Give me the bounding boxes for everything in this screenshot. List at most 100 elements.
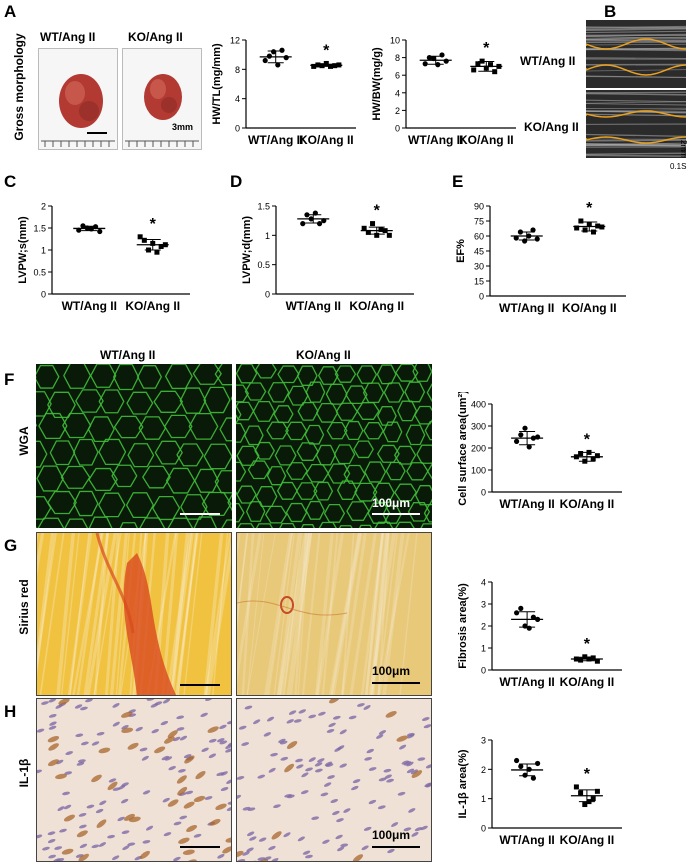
nucleus	[95, 808, 104, 814]
data-point	[535, 616, 541, 622]
cell-membrane	[267, 382, 290, 403]
cell-membrane	[36, 364, 60, 389]
muscle-fiber	[246, 533, 276, 695]
nucleus	[179, 735, 188, 741]
cell-membrane	[252, 400, 276, 422]
cell-membrane	[393, 445, 417, 465]
nucleus	[280, 756, 289, 761]
muscle-fiber	[169, 533, 194, 695]
muscle-fiber	[382, 533, 405, 695]
nucleus	[48, 713, 57, 718]
echo-texture	[586, 152, 686, 156]
y-tick-label: 200	[471, 444, 486, 454]
il1b-positive-stain	[127, 742, 139, 750]
wga-scale-bar-wt	[180, 513, 220, 515]
nucleus	[226, 720, 231, 725]
nucleus	[335, 834, 343, 840]
nucleus	[387, 848, 395, 854]
cell-membrane	[214, 364, 232, 386]
nucleus	[142, 840, 151, 844]
echo-texture	[586, 43, 686, 46]
nucleus	[384, 774, 392, 779]
nucleus	[160, 720, 169, 726]
cell-membrane	[236, 364, 258, 384]
nucleus	[77, 759, 86, 763]
nucleus	[183, 754, 192, 759]
data-point	[513, 235, 519, 241]
nucleus	[268, 767, 276, 773]
nucleus	[139, 747, 148, 752]
data-point	[522, 623, 528, 629]
sirius-background	[237, 533, 431, 695]
y-axis-label: HW/BW(mg/g)	[371, 47, 383, 121]
nucleus	[117, 816, 125, 822]
il1b-positive-stain	[61, 848, 74, 855]
cell-membrane	[125, 492, 155, 519]
nucleus	[57, 806, 65, 811]
cell-membrane	[372, 482, 395, 504]
nucleus	[220, 787, 229, 792]
data-point	[573, 656, 579, 662]
il1b-scale-label: 100μm	[372, 828, 411, 842]
echo-scale-horizontal: 0.1S	[670, 162, 687, 171]
cell-membrane	[343, 420, 364, 441]
cell-membrane	[363, 422, 384, 440]
nucleus	[423, 724, 431, 729]
data-point	[535, 434, 541, 440]
cell-membrane	[164, 364, 193, 390]
echo-texture	[586, 36, 686, 39]
data-point	[137, 234, 143, 240]
muscle-fiber	[297, 533, 310, 695]
cell-membrane	[126, 391, 154, 415]
x-category-label: WT/Ang II	[408, 133, 463, 147]
echo-texture	[586, 142, 686, 146]
echo-ko-label: KO/Ang II	[524, 120, 579, 134]
nucleus	[146, 699, 155, 701]
nucleus	[79, 824, 87, 829]
cell-membrane	[139, 517, 166, 528]
data-point	[526, 233, 532, 239]
nucleus	[377, 805, 386, 810]
cell-membrane	[194, 468, 220, 493]
muscle-fiber	[286, 533, 313, 695]
data-point	[271, 49, 277, 55]
y-axis-label: IL-1β area(%)	[457, 749, 469, 818]
data-point	[422, 61, 428, 67]
histology-col-ko: KO/Ang II	[296, 348, 351, 362]
y-tick-label: 0	[481, 666, 486, 676]
cell-membrane	[236, 485, 257, 504]
cell-membrane	[376, 444, 400, 463]
nucleus	[154, 701, 163, 706]
il1b-positive-stain	[396, 735, 408, 742]
y-tick-label: 4	[481, 578, 486, 588]
cell-membrane	[203, 443, 232, 470]
nucleus	[322, 839, 330, 844]
cell-membrane	[98, 438, 127, 466]
x-category-label: WT/Ang II	[499, 675, 554, 689]
data-point	[336, 62, 342, 68]
data-point	[522, 425, 528, 431]
y-tick-label: 0	[41, 290, 46, 300]
nucleus	[246, 847, 254, 852]
il1b-positive-stain	[91, 774, 102, 783]
chart-il1b-area: 0 1 2 3 IL-1β area(%) WT/Ang II KO/Ang II *	[457, 736, 622, 847]
nucleus	[406, 732, 415, 737]
il1b-positive-stain	[63, 814, 76, 822]
echo-texture	[586, 101, 686, 104]
nucleus	[161, 755, 170, 761]
significance-star: *	[584, 766, 591, 783]
il1b-positive-stain	[177, 786, 188, 796]
sirius-image-ko	[236, 532, 432, 696]
nucleus	[401, 760, 410, 765]
echo-texture	[586, 99, 686, 103]
muscle-fiber	[37, 533, 57, 672]
cell-membrane	[285, 462, 308, 480]
cell-membrane	[395, 364, 419, 382]
nucleus	[219, 724, 227, 730]
muscle-fiber	[378, 533, 410, 695]
cell-membrane	[313, 481, 334, 501]
collagen-deposit	[123, 553, 177, 695]
nucleus	[48, 854, 57, 859]
cell-membrane	[88, 516, 113, 528]
